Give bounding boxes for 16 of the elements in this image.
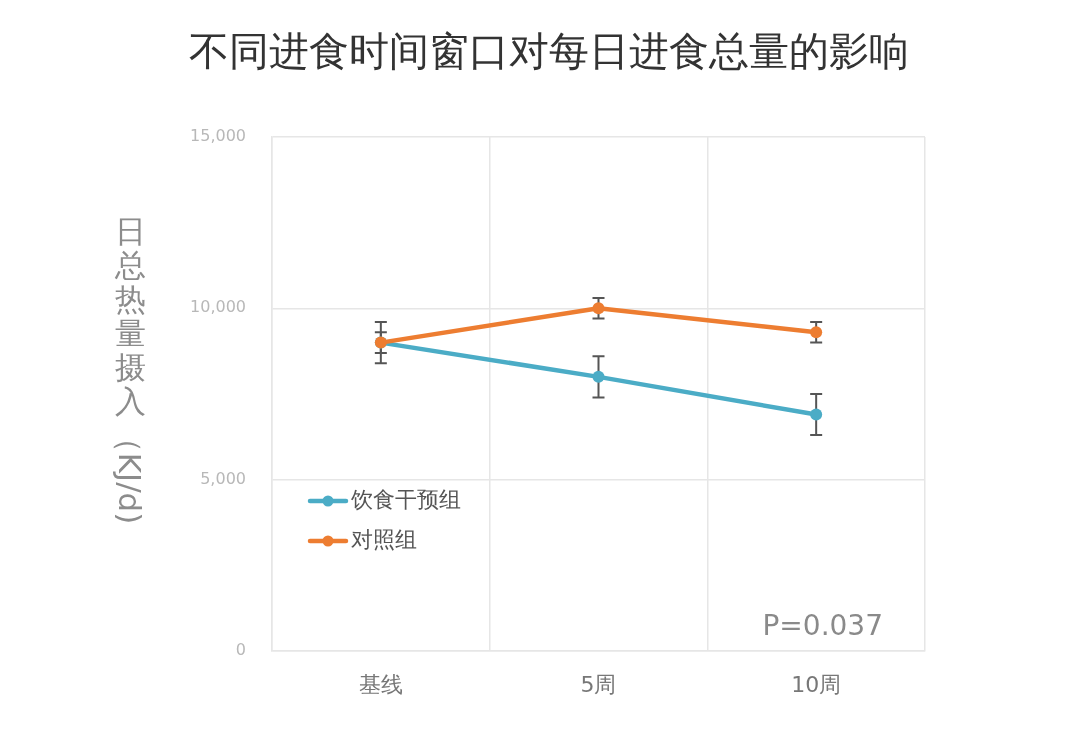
x-tick-label: 10周 xyxy=(791,671,842,697)
legend-label: 饮食干预组 xyxy=(350,486,461,512)
point xyxy=(592,302,605,315)
legend-label: 对照组 xyxy=(351,526,417,552)
y-tick-label: 5,000 xyxy=(200,468,246,488)
x-tick-label: 基线 xyxy=(358,671,403,697)
chart-title: 不同进食时间窗口对每日进食总量的影响 xyxy=(189,28,909,75)
y-axis-title: 日总热量摄入（KJ/d) xyxy=(112,213,148,524)
point xyxy=(810,326,823,339)
y-tick-label: 10,000 xyxy=(190,297,246,317)
y-tick-label: 0 xyxy=(235,640,246,660)
point xyxy=(810,408,823,421)
point xyxy=(592,370,605,383)
x-tick-label: 5周 xyxy=(580,671,617,697)
y-tick-label: 15,000 xyxy=(190,126,246,146)
annotation: P=0.037 xyxy=(762,609,883,643)
